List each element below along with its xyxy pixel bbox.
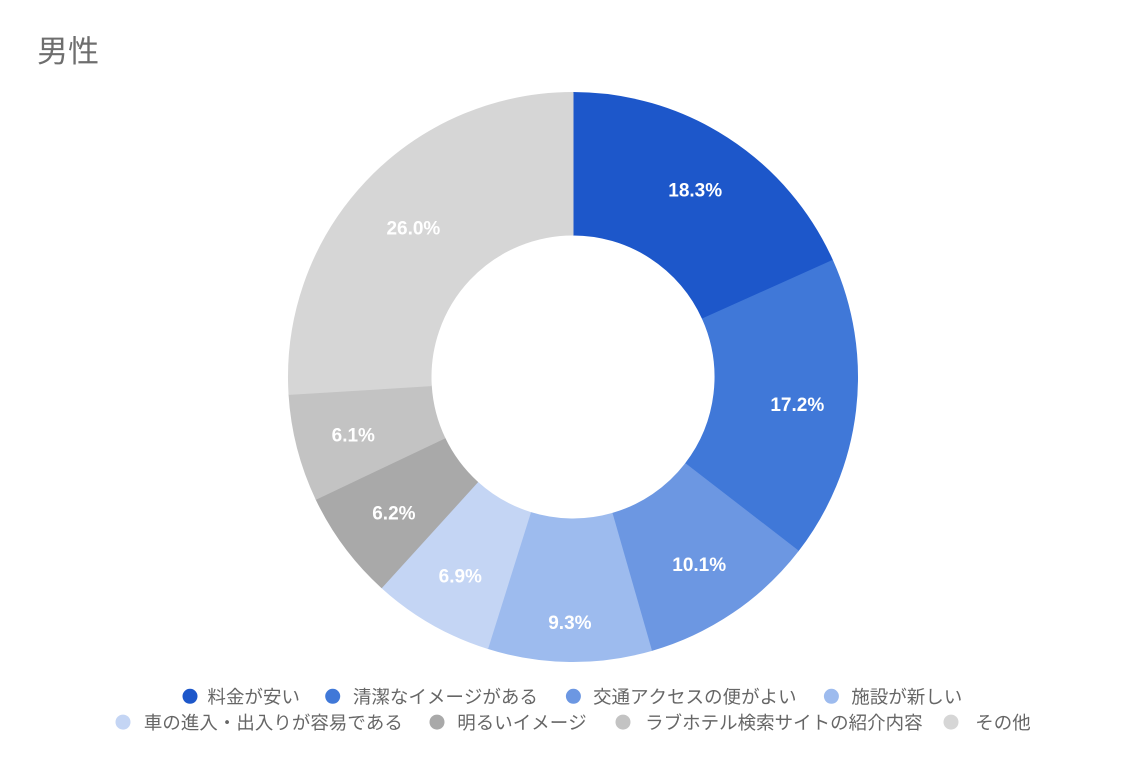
svg-text:6.1%: 6.1% — [332, 425, 375, 446]
svg-text:9.3%: 9.3% — [548, 613, 591, 634]
svg-text:17.2%: 17.2% — [770, 395, 824, 416]
svg-text:18.3%: 18.3% — [668, 181, 722, 202]
svg-text:26.0%: 26.0% — [386, 218, 440, 239]
svg-text:10.1%: 10.1% — [672, 555, 726, 576]
svg-text:6.2%: 6.2% — [372, 503, 415, 524]
svg-text:6.9%: 6.9% — [439, 567, 482, 588]
